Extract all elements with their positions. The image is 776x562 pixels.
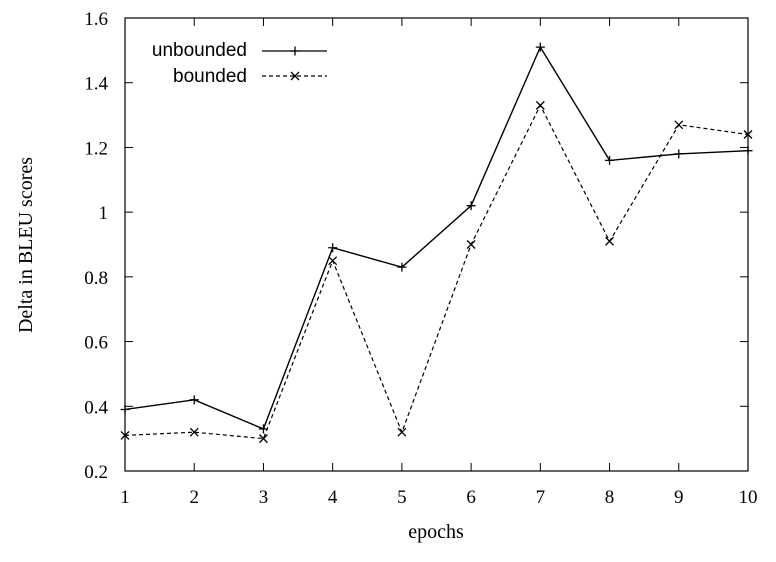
- x-tick-label: 6: [466, 487, 476, 508]
- data-point-bounded: [397, 427, 407, 437]
- x-tick-label: 7: [536, 487, 546, 508]
- data-point-bounded: [605, 236, 615, 246]
- data-point-unbounded: [466, 201, 476, 211]
- legend-marker-unbounded: [290, 46, 300, 56]
- y-axis-label: Delta in BLEU scores: [15, 157, 37, 333]
- y-tick-label: 0.4: [84, 397, 108, 418]
- x-tick-label: 2: [189, 487, 199, 508]
- y-tick-label: 0.8: [84, 268, 108, 289]
- y-tick-label: 1.2: [84, 138, 108, 159]
- data-point-bounded: [535, 100, 545, 110]
- data-point-bounded: [743, 130, 753, 139]
- data-point-bounded: [466, 240, 476, 249]
- series-line-bounded: [124, 104, 749, 440]
- y-tick-label: 1.6: [84, 9, 108, 30]
- legend: unbounded bounded: [152, 40, 327, 87]
- data-point-bounded: [674, 120, 684, 130]
- series-layer: [120, 42, 753, 444]
- x-tick-label: 9: [674, 487, 684, 508]
- y-tick-label: 0.2: [84, 462, 108, 483]
- data-point-bounded: [258, 434, 268, 444]
- x-tick-label: 10: [739, 487, 758, 508]
- data-point-bounded: [189, 427, 199, 437]
- axis-ticks: [125, 18, 748, 471]
- data-point-unbounded: [674, 149, 684, 159]
- data-point-bounded: [120, 430, 130, 440]
- series-line-unbounded: [124, 45, 749, 430]
- x-tick-label: 3: [259, 487, 269, 508]
- data-point-unbounded: [535, 42, 545, 52]
- data-point-unbounded: [743, 146, 753, 156]
- x-tick-label: 8: [605, 487, 615, 508]
- plot-frame: [124, 17, 749, 472]
- y-tick-label: 0.6: [84, 333, 108, 354]
- data-point-bounded: [328, 256, 338, 266]
- data-point-unbounded: [189, 395, 199, 405]
- y-tick-labels: 0.2 0.4 0.6 0.8 1 1.2 1.4 1.6: [84, 9, 108, 483]
- data-point-unbounded: [605, 155, 615, 165]
- data-point-unbounded: [258, 424, 268, 434]
- y-tick-label: 1: [99, 203, 109, 224]
- x-tick-label: 1: [120, 487, 130, 508]
- data-point-unbounded: [397, 262, 407, 272]
- x-tick-label: 5: [397, 487, 407, 508]
- legend-label-unbounded: unbounded: [152, 40, 247, 61]
- legend-label-bounded: bounded: [173, 66, 247, 87]
- y-tick-label: 1.4: [84, 74, 108, 95]
- x-tick-labels: 1 2 3 4 5 6 7 8 9 10: [120, 487, 757, 508]
- x-axis-label: epochs: [408, 521, 464, 543]
- data-point-unbounded: [328, 243, 338, 253]
- data-point-unbounded: [120, 405, 130, 415]
- x-tick-label: 4: [328, 487, 338, 508]
- legend-marker-bounded: [290, 71, 300, 81]
